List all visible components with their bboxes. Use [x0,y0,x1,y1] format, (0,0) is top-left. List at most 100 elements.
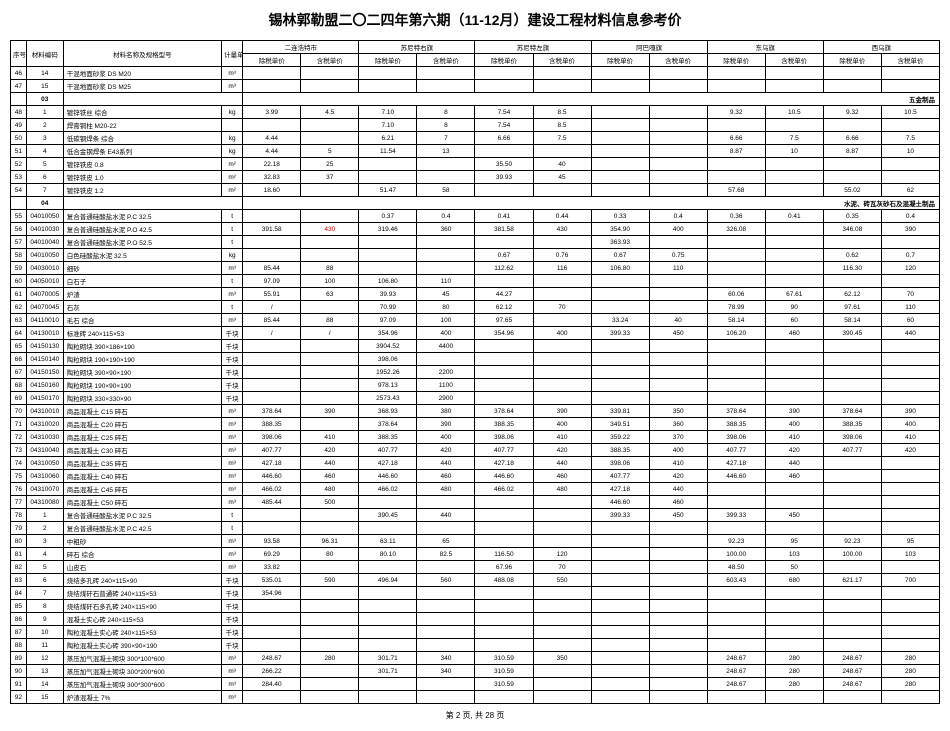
th-sub: 含税单价 [765,54,823,67]
table-header: 序号 材料编码 材料名称及规格型号 计量单位 二连浩特市 苏尼特右旗 苏尼特左旗… [11,41,940,67]
material-name: 中粗砂 [63,535,221,548]
th-seq: 序号 [11,41,27,67]
material-name: 细砂 [63,262,221,275]
section-label: 五金制品 [243,93,940,106]
material-name: 烧结煤矸石多孔砖 240×115×90 [63,600,221,613]
th-sub: 除税单价 [475,54,533,67]
material-name: 陶粒砌块 390×90×190 [63,366,221,379]
th-sub: 含税单价 [649,54,707,67]
material-name: 镀锌铁丝 综合 [63,106,221,119]
table-row: 5804010050白色硅酸盐水泥 32.5kg0.670.760.670.75… [11,249,940,262]
th-region-5: 西乌旗 [823,41,939,54]
price-table: 序号 材料编码 材料名称及规格型号 计量单位 二连浩特市 苏尼特右旗 苏尼特左旗… [10,40,940,704]
th-sub: 含税单价 [417,54,475,67]
table-row: 6704150150陶粒砌块 390×90×190千块1952.262200 [11,366,940,379]
table-row: 6804150160陶粒砌块 190×90×190千块978.131100 [11,379,940,392]
table-row: 9013蒸压加气混凝土砌块 300*200*600m³266.22301.713… [11,665,940,678]
table-row: 781复合普通硅酸盐水泥 P.C 32.5t390.45440399.33450… [11,509,940,522]
th-sub: 除税单价 [823,54,881,67]
material-name: 商品混凝土 C30 碎石 [63,444,221,457]
table-row: 6504150130陶粒砌块 390×186×190千块3904.524400 [11,340,940,353]
table-row: 7504310060商品混凝土 C40 碎石m³446.60460446.604… [11,470,940,483]
table-row: 492焊膏铜柱 M20-227.1087.548.5 [11,119,940,132]
table-row: 9114蒸压加气混凝土砌块 300*300*600m³284.40310.592… [11,678,940,691]
table-body: 4614干混地面砂浆 DS M20m³4715干混地面砂浆 DS M25m³03… [11,67,940,704]
material-name: 镀锌铁皮 1.0 [63,171,221,184]
material-name: 镀锌铁皮 0.8 [63,158,221,171]
material-name: 碎石 综合 [63,548,221,561]
material-name: 标准砖 240×115×53 [63,327,221,340]
th-code: 材料编码 [26,41,63,67]
material-name: 镀锌铁皮 1.2 [63,184,221,197]
material-name: 低合金钢焊条 E43系列 [63,145,221,158]
table-row: 6104070005炉渣m³55.916339.934544.2760.0667… [11,288,940,301]
material-name: 干混地面砂浆 DS M20 [63,67,221,80]
material-name: 复合普通硅酸盐水泥 P.C 32.5 [63,509,221,522]
table-row: 547镀锌铁皮 1.2m²18.6051.475857.6855.0262 [11,184,940,197]
material-name: 蒸压加气混凝土砌块 300*300*600 [63,678,221,691]
section-code: 04 [26,197,63,210]
table-row: 814碎石 综合m³69.298080.1082.5116.50120100.0… [11,548,940,561]
material-name: 炉渣 [63,288,221,301]
table-row: 514低合金钢焊条 E43系列kg4.44511.54138.87108.871… [11,145,940,158]
material-name: 商品混凝土 C40 碎石 [63,470,221,483]
material-name: 复合普通硅酸盐水泥 P.C 32.5 [63,210,221,223]
table-row: 8811陶粒混凝土实心砖 390×90×190千块 [11,639,940,652]
page-title: 锡林郭勒盟二〇二四年第六期（11-12月）建设工程材料信息参考价 [10,10,940,30]
table-row: 7404310050商品混凝土 C35 碎石m³427.18440427.184… [11,457,940,470]
material-name: 复合普通硅酸盐水泥 P.C 42.5 [63,522,221,535]
table-row: 536镀锌铁皮 1.0m²32.833739.9345 [11,171,940,184]
table-row: 6604150140陶粒砌块 190×190×190千块398.06 [11,353,940,366]
table-row: 503低碳钢焊条 综合kg4.446.2176.667.56.667.56.66… [11,132,940,145]
th-unit: 计量单位 [222,41,243,67]
table-row: 7304310040商品混凝土 C30 碎石m³407.77420407.774… [11,444,940,457]
section-label: 水泥、砖瓦灰砂石及混凝土制品 [243,197,940,210]
th-sub: 除税单价 [243,54,301,67]
table-row: 847烧结煤矸石普通砖 240×115×53千块354.96 [11,587,940,600]
material-name: 陶粒砌块 190×90×190 [63,379,221,392]
th-name: 材料名称及规格型号 [63,41,221,67]
th-sub: 含税单价 [533,54,591,67]
material-name: 低碳钢焊条 综合 [63,132,221,145]
material-name: 烧结煤矸石普通砖 240×115×53 [63,587,221,600]
table-row: 6204070045石灰t/70.998062.127078.999097.61… [11,301,940,314]
material-name: 陶粒砌块 190×190×190 [63,353,221,366]
table-row: 803中粗砂m³93.5896.3163.116592.239592.2395 [11,535,940,548]
material-name: 焊膏铜柱 M20-22 [63,119,221,132]
table-row: 858烧结煤矸石多孔砖 240×115×90千块 [11,600,940,613]
th-region-3: 阿巴嘎旗 [591,41,707,54]
th-sub: 除税单价 [707,54,765,67]
material-name: 复合普通硅酸盐水泥 P.O 52.5 [63,236,221,249]
material-name: 炉渣混凝土 7% [63,691,221,704]
material-name: 商品混凝土 C50 碎石 [63,496,221,509]
material-name: 蒸压加气混凝土砌块 300*200*600 [63,665,221,678]
table-row: 869混凝土实心砖 240×115×53千块 [11,613,940,626]
material-name: 商品混凝土 C25 碎石 [63,431,221,444]
material-name: 干混地面砂浆 DS M25 [63,80,221,93]
material-name: 商品混凝土 C20 碎石 [63,418,221,431]
table-row: 6904150170陶粒砌块 330×330×90千块2573.432900 [11,392,940,405]
material-name: 混凝土实心砖 240×115×53 [63,613,221,626]
material-name: 商品混凝土 C35 碎石 [63,457,221,470]
table-row: 7204310030商品混凝土 C25 碎石m³398.06410388.354… [11,431,940,444]
table-row: 9215炉渣混凝土 7%m³ [11,691,940,704]
material-name: 商品混凝土 C15 碎石 [63,405,221,418]
table-row: 525镀锌铁皮 0.8m²22.182535.5040 [11,158,940,171]
table-row: 5504010050复合普通硅酸盐水泥 P.C 32.5t0.370.40.41… [11,210,940,223]
material-name: 商品混凝土 C45 碎石 [63,483,221,496]
table-row: 7704310080商品混凝土 C50 碎石m³485.44500446.604… [11,496,940,509]
table-row: 8710陶粒混凝土实心砖 240×115×53千块 [11,626,940,639]
material-name: 毛石 综合 [63,314,221,327]
table-row: 7604310070商品混凝土 C45 碎石m³466.02480466.024… [11,483,940,496]
page-footer: 第 2 页, 共 28 页 [10,710,940,721]
table-row: 4715干混地面砂浆 DS M25m³ [11,80,940,93]
material-name: 石灰 [63,301,221,314]
material-name: 陶粒混凝土实心砖 240×115×53 [63,626,221,639]
table-row: 825山皮石m³33.8267.967048.5050 [11,561,940,574]
material-name: 蒸压加气混凝土砌块 300*100*600 [63,652,221,665]
table-row: 7104310020商品混凝土 C20 碎石m³388.35378.643903… [11,418,940,431]
table-row: 5704010040复合普通硅酸盐水泥 P.O 52.5t363.93 [11,236,940,249]
material-name: 山皮石 [63,561,221,574]
material-name: 烧结多孔砖 240×115×90 [63,574,221,587]
table-row: 6004050010白石子t97.09100106.80110 [11,275,940,288]
